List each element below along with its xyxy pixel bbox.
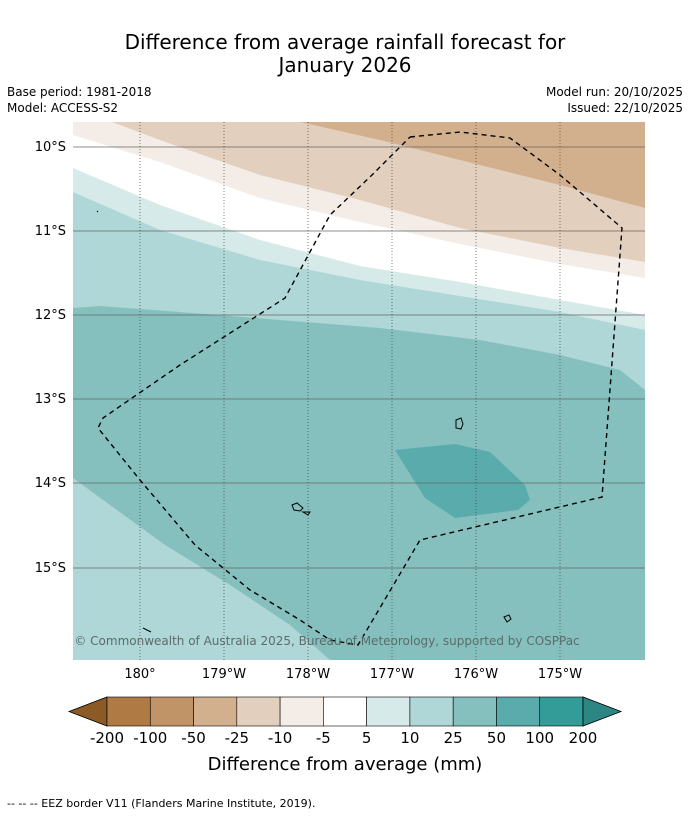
map-figure: © Commonwealth of Australia 2025, Bureau… (35, 122, 645, 775)
colorbar-tick-label: -100 (133, 729, 167, 747)
colorbar-segment (236, 696, 281, 727)
model-name: Model: ACCESS-S2 (7, 101, 119, 115)
island-southwest (142, 627, 152, 633)
meta-left: Base period: 1981-2018 Model: ACCESS-S2 (7, 84, 152, 116)
band-50-100 (395, 444, 530, 518)
colorbar-segment (366, 696, 411, 727)
eez-footnote: -- -- -- EEZ border V11 (Flanders Marine… (7, 797, 316, 810)
base-period: Base period: 1981-2018 (7, 85, 152, 99)
colorbar-label: Difference from average (mm) (208, 754, 483, 775)
lon-label: 177°W (370, 667, 414, 682)
eez-border (97, 131, 623, 646)
lat-label: 11°S (35, 224, 66, 239)
colorbar-tick-label: 5 (362, 729, 372, 747)
lat-label: 15°S (35, 561, 66, 576)
colorbar: -200 -100 -50 -25 -10 -5 5 10 25 50 100 200 (67, 696, 623, 747)
colorbar-tick-label: 100 (525, 729, 554, 747)
issued-date: Issued: 22/10/2025 (567, 101, 683, 115)
colorbar-tick-label: 25 (444, 729, 463, 747)
colorbar-extend-low (67, 696, 108, 727)
colorbar-segment (193, 696, 238, 727)
colorbar-tick-label: -50 (181, 729, 206, 747)
colorbar-tick-label: -200 (90, 729, 124, 747)
colorbar-segment (279, 696, 324, 727)
colorbar-segment (106, 696, 151, 727)
colorbar-tick-label: 50 (487, 729, 506, 747)
lat-label: 14°S (35, 476, 66, 491)
lat-label: 10°S (35, 140, 66, 155)
colorbar-segment (496, 696, 541, 727)
island-south (503, 614, 512, 623)
graticule (73, 146, 645, 569)
colorbar-segment (539, 696, 584, 727)
band-neg50-neg25 (300, 122, 645, 208)
band-10-25-south (73, 478, 330, 660)
meta-right: Model run: 20/10/2025 Issued: 22/10/2025 (546, 84, 683, 116)
lon-label: 176°W (454, 667, 498, 682)
colorbar-extend-high (582, 696, 623, 727)
island-small (301, 511, 311, 516)
lat-labels: 10°S 11°S 12°S 13°S 14°S 15°S (35, 140, 66, 576)
lon-label: 178°W (286, 667, 330, 682)
island-futuna (455, 417, 464, 430)
colorbar-segment (452, 696, 497, 727)
map-title: Difference from average rainfall forecas… (0, 31, 690, 77)
colorbar-tick-label: -10 (268, 729, 293, 747)
islands (96, 210, 512, 633)
lon-labels: 180° 179°W 178°W 177°W 176°W 175°W (124, 667, 582, 682)
colorbar-segment (409, 696, 454, 727)
island-niuafoou (291, 502, 304, 512)
title-line-2: January 2026 (278, 53, 412, 77)
colorbar-tick-label: 10 (400, 729, 419, 747)
lat-label: 13°S (35, 392, 66, 407)
colorbar-tick-label: 200 (569, 729, 598, 747)
colorbar-tick-label: -5 (316, 729, 331, 747)
lon-label: 175°W (538, 667, 582, 682)
lat-label: 12°S (35, 308, 66, 323)
lon-label: 179°W (202, 667, 246, 682)
title-line-1: Difference from average rainfall forecas… (124, 30, 566, 54)
model-run: Model run: 20/10/2025 (545, 85, 683, 99)
colorbar-segment (323, 696, 367, 727)
island-dot (96, 210, 99, 213)
colorbar-tick-label: -25 (225, 729, 250, 747)
rainfall-contours (73, 122, 645, 660)
lon-label: 180° (124, 667, 155, 682)
colorbar-segment (149, 696, 194, 727)
copyright-text: © Commonwealth of Australia 2025, Bureau… (74, 634, 579, 648)
